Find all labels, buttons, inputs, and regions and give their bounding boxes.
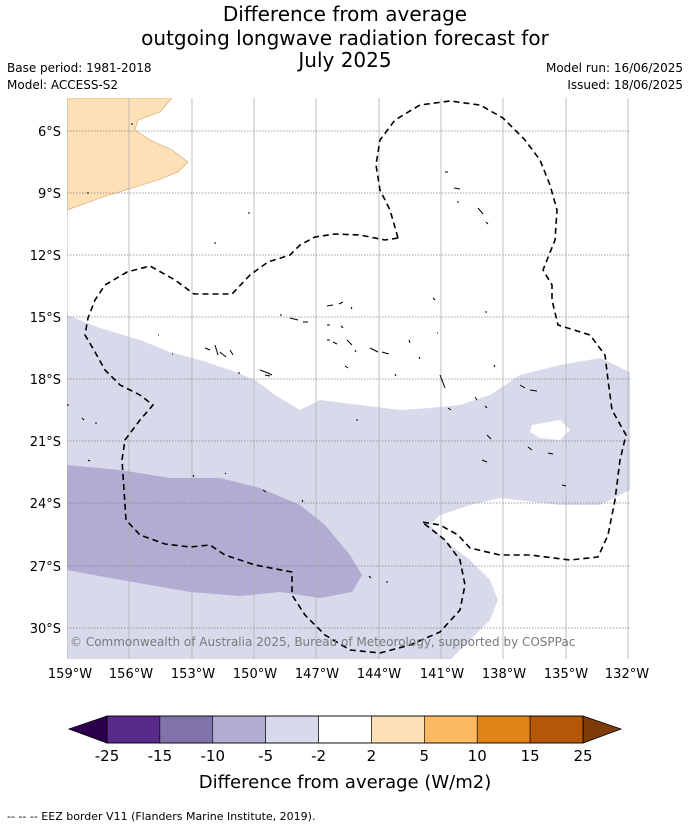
lon-tick-label: 159°W <box>48 667 92 682</box>
colorbar-segment <box>265 715 319 744</box>
lat-tick-label: 9°S <box>38 187 61 202</box>
colorbar-extend-high <box>582 715 623 744</box>
model-name: Model: ACCESS-S2 <box>7 78 119 92</box>
colorbar-tick-label: -2 <box>311 747 326 765</box>
colorbar-segment <box>529 715 584 744</box>
anomaly-region-orange <box>67 98 189 211</box>
lat-tick-label: 15°S <box>30 311 61 326</box>
base-period: Base period: 1981-2018 <box>7 61 152 75</box>
lat-tick-label: 6°S <box>38 125 61 140</box>
eez-border <box>84 100 627 654</box>
map-area <box>67 98 630 659</box>
copyright-text: © Commonwealth of Australia 2025, Bureau… <box>70 635 575 649</box>
title-line-1: Difference from average <box>222 2 468 26</box>
anomaly-region-dark <box>67 465 362 598</box>
lon-tick-label: 144°W <box>357 667 401 682</box>
lon-tick-label: 135°W <box>544 667 588 682</box>
colorbar-tick-label: 25 <box>573 747 592 765</box>
lat-tick-label: 27°S <box>30 560 61 575</box>
colorbar-segment <box>476 715 531 744</box>
eez-legend-note: -- -- -- EEZ border V11 (Flanders Marine… <box>7 810 315 823</box>
lat-axis: 6°S 9°S 12°S 15°S 18°S 21°S 24°S 27°S 30… <box>30 125 61 637</box>
colorbar-tick-label: 5 <box>420 747 430 765</box>
issued-date: Issued: 18/06/2025 <box>567 78 683 92</box>
colorbar-title: Difference from average (W/m2) <box>199 772 491 793</box>
lon-axis: 159°W 156°W 153°W 150°W 147°W 144°W 141°… <box>48 667 649 682</box>
title-line-3: July 2025 <box>298 48 392 72</box>
lon-tick-label: 141°W <box>420 667 464 682</box>
lon-tick-label: 138°W <box>482 667 526 682</box>
colorbar-extend-low <box>67 715 108 744</box>
colorbar-segment <box>371 715 425 744</box>
lat-tick-label: 24°S <box>30 497 61 512</box>
lon-tick-label: 150°W <box>233 667 277 682</box>
colorbar-segment <box>212 715 266 744</box>
lon-tick-label: 132°W <box>605 667 649 682</box>
colorbar-tick-label: 10 <box>468 747 487 765</box>
anomaly-hole <box>530 420 570 440</box>
islands <box>67 123 567 583</box>
colorbar-segment <box>318 715 372 744</box>
lat-tick-label: 30°S <box>30 622 61 637</box>
colorbar-segment <box>424 715 478 744</box>
title-line-2: outgoing longwave radiation forecast for <box>141 26 549 50</box>
lat-tick-label: 12°S <box>30 249 61 264</box>
model-run: Model run: 16/06/2025 <box>545 61 683 75</box>
colorbar-segment <box>106 715 161 744</box>
colorbar-tick-label: -5 <box>258 747 273 765</box>
colorbar: -25 -15 -10 -5 -2 2 5 10 15 25 Difference from av… <box>67 715 623 793</box>
colorbar-segment <box>159 715 214 744</box>
lat-tick-label: 18°S <box>30 373 61 388</box>
lon-tick-label: 153°W <box>171 667 215 682</box>
colorbar-frame <box>106 715 584 744</box>
lat-tick-label: 21°S <box>30 435 61 450</box>
colorbar-tick-label: -15 <box>148 747 173 765</box>
colorbar-tick-label: 2 <box>367 747 377 765</box>
lon-tick-label: 156°W <box>109 667 153 682</box>
colorbar-tick-label: 15 <box>521 747 540 765</box>
colorbar-tick-label: -10 <box>201 747 226 765</box>
lon-tick-label: 147°W <box>295 667 339 682</box>
colorbar-tick-label: -25 <box>95 747 120 765</box>
